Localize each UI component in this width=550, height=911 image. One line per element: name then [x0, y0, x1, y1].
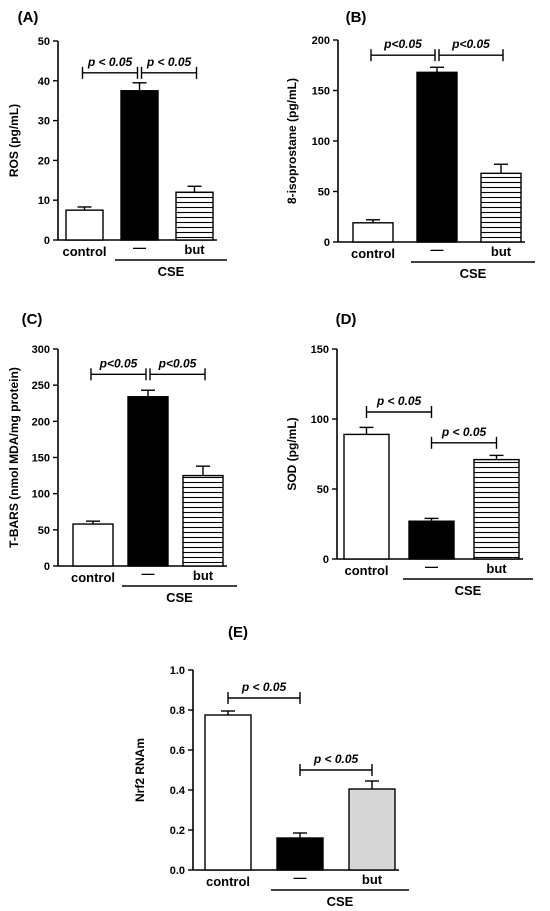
category-label-1: — [425, 559, 438, 574]
y-tick-label: 0.8 [170, 705, 185, 717]
category-label-0: control [344, 563, 388, 578]
y-tick-label: 50 [317, 484, 329, 496]
y-tick-label: 150 [32, 453, 50, 465]
bar-0 [204, 714, 252, 871]
group-label: CSE [455, 583, 482, 598]
y-tick-label: 150 [311, 344, 329, 356]
y-tick-label: 200 [32, 416, 50, 428]
panel-label: (C) [22, 311, 43, 328]
group-label: CSE [460, 266, 487, 281]
bar-0 [343, 433, 390, 560]
chart-panel-d: (D) 0 50 100 150 SOD (pg/mL) control — but CSE p <… [285, 311, 533, 598]
category-label-1: — [294, 870, 307, 885]
sig-label-0: p < 0.05 [87, 55, 133, 69]
y-tick-label: 200 [312, 35, 330, 47]
sig-label-1: p<0.05 [158, 356, 197, 370]
y-tick-label: 300 [32, 344, 50, 356]
panel-label: (D) [336, 311, 357, 328]
y-tick-label: 0.6 [170, 745, 185, 757]
category-label-2: but [184, 242, 205, 257]
y-tick-label: 150 [312, 86, 330, 98]
sig-label-0: p < 0.05 [376, 394, 422, 408]
y-tick-label: 100 [32, 489, 50, 501]
bar-0 [352, 222, 394, 243]
bar-2 [175, 191, 214, 241]
y-tick-label: 50 [38, 36, 50, 48]
chart-panel-c: (C) 0 50 100 150 200 250 300 T-BARS (nmol MDA/mg… [7, 311, 237, 605]
category-label-0: control [206, 874, 250, 889]
bar-1 [408, 520, 455, 560]
sig-label-1: p < 0.05 [441, 425, 487, 439]
bar-2 [348, 788, 396, 871]
bar-1 [276, 837, 324, 871]
bar-1 [416, 71, 458, 243]
bar-2 [473, 458, 520, 560]
chart-panel-e: (E) 0.0 0.2 0.4 0.6 0.8 1.0 Nrf2 RNAm control — bu… [133, 624, 409, 909]
bar-2 [182, 474, 224, 567]
panel-label: (B) [346, 9, 367, 26]
category-label-1: — [431, 242, 444, 257]
y-tick-label: 0.0 [170, 865, 185, 877]
bar-1 [120, 90, 159, 241]
sig-label-1: p < 0.05 [313, 752, 359, 766]
y-tick-label: 0.4 [170, 785, 186, 797]
sig-label-0: p<0.05 [383, 37, 422, 51]
y-axis-title: Nrf2 RNAm [133, 738, 147, 802]
category-label-0: control [351, 246, 395, 261]
category-label-1: — [133, 240, 146, 255]
bar-0 [72, 523, 114, 567]
sig-label-1: p < 0.05 [146, 55, 192, 69]
category-label-2: but [491, 244, 512, 259]
category-label-1: — [142, 566, 155, 581]
chart-panel-a: (A) 0 10 20 30 40 50 ROS (pg/mL) control — but CSE p… [7, 9, 227, 279]
y-tick-label: 0 [324, 237, 330, 249]
panel-label: (A) [18, 9, 39, 26]
y-tick-label: 0 [44, 561, 50, 573]
sig-label-1: p<0.05 [451, 37, 490, 51]
group-label: CSE [166, 590, 193, 605]
bar-0 [65, 209, 104, 241]
y-tick-label: 30 [38, 116, 50, 128]
y-tick-label: 0 [44, 235, 50, 247]
y-tick-label: 100 [311, 414, 329, 426]
y-tick-label: 40 [38, 76, 50, 88]
category-label-0: control [62, 244, 106, 259]
y-tick-label: 1.0 [170, 665, 185, 677]
y-tick-label: 0.2 [170, 825, 185, 837]
y-tick-label: 250 [32, 380, 50, 392]
y-tick-label: 50 [38, 525, 50, 537]
y-tick-label: 0 [323, 554, 329, 566]
group-label: CSE [158, 264, 185, 279]
bar-1 [127, 396, 169, 567]
y-tick-label: 10 [38, 195, 50, 207]
chart-panel-b: (B) 0 50 100 150 200 8-isoprostane (pg/mL) cont… [285, 9, 535, 281]
group-label: CSE [327, 894, 354, 909]
category-label-2: but [193, 568, 214, 583]
bar-2 [480, 172, 522, 243]
category-label-0: control [71, 570, 115, 585]
y-axis-title: 8-isoprostane (pg/mL) [285, 78, 299, 204]
category-label-2: but [486, 561, 507, 576]
sig-label-0: p < 0.05 [241, 680, 287, 694]
sig-label-0: p<0.05 [99, 356, 138, 370]
y-tick-label: 50 [318, 187, 330, 199]
panel-label: (E) [228, 624, 248, 641]
y-tick-label: 20 [38, 155, 50, 167]
y-axis-title: SOD (pg/mL) [285, 417, 299, 490]
y-tick-label: 100 [312, 136, 330, 148]
y-axis-title: ROS (pg/mL) [7, 104, 21, 177]
category-label-2: but [362, 872, 383, 887]
y-axis-title: T-BARS (nmol MDA/mg protein) [7, 367, 21, 548]
